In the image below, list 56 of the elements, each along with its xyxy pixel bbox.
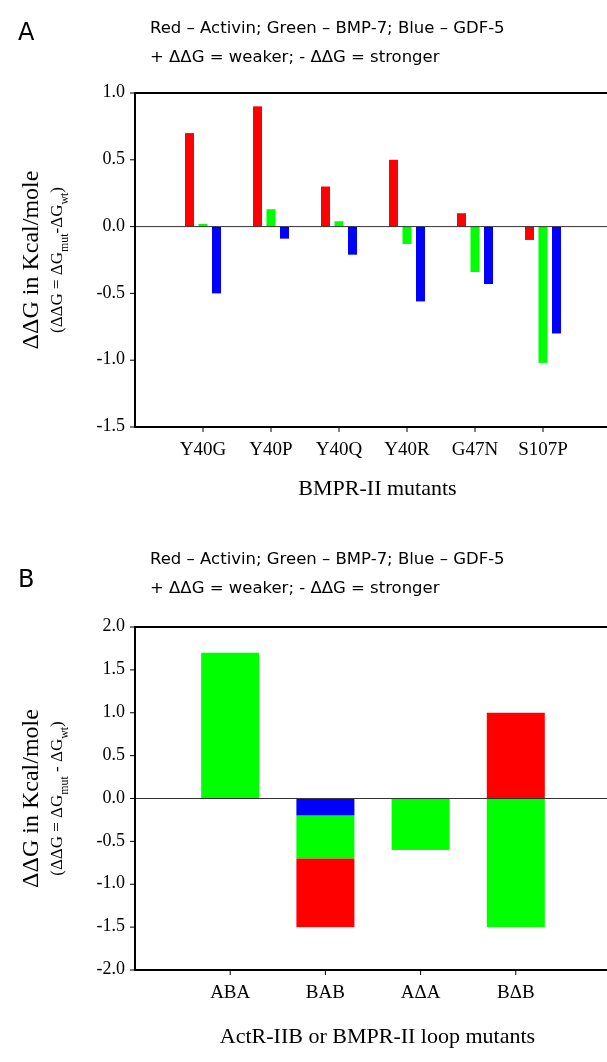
y-tick-label: 0.5 — [102, 743, 125, 764]
y-tick-label: -0.5 — [96, 829, 125, 850]
chart-title: Red – Activin; Green – BMP-7; Blue – GDF-5 — [150, 17, 505, 37]
y-tick-label: 1.0 — [102, 700, 125, 721]
bar — [201, 652, 260, 799]
x-axis-title: ActR-IIB or BMPR-II loop mutants — [219, 1023, 536, 1048]
bar — [280, 226, 289, 239]
bar — [538, 226, 548, 363]
bar — [486, 798, 545, 928]
bar — [296, 798, 355, 816]
bar — [253, 106, 262, 227]
chart-subtitle: + ΔΔG = weaker; - ΔΔG = stronger — [150, 577, 440, 597]
x-tick-label: Y40R — [384, 438, 431, 459]
y-tick-label: -2.0 — [96, 958, 125, 979]
bar — [552, 226, 561, 334]
y-tick-label: -1.0 — [96, 872, 125, 893]
x-tick-label: Y40P — [249, 438, 293, 459]
text: A — [18, 18, 35, 46]
y-tick-label: 0.5 — [102, 147, 125, 168]
y-tick-label: 1.0 — [102, 81, 125, 102]
x-tick-label: G47N — [451, 438, 499, 459]
y-tick-label: 2.0 — [102, 615, 125, 636]
bar — [296, 815, 355, 859]
bar — [416, 226, 425, 302]
bar — [185, 133, 194, 227]
x-tick-label: S107P — [518, 438, 568, 459]
chart-subtitle: + ΔΔG = weaker; - ΔΔG = stronger — [150, 46, 440, 66]
bar — [486, 712, 545, 799]
x-tick-label: Y40G — [179, 438, 227, 459]
bar — [525, 226, 534, 240]
text: B — [18, 565, 35, 593]
y-tick-label: -1.5 — [96, 915, 125, 936]
x-tick-label: BΔB — [497, 981, 535, 1002]
bar — [470, 226, 480, 273]
y-tick-label: 0.0 — [102, 214, 125, 235]
x-tick-label: ABA — [210, 981, 251, 1002]
x-tick-label: Y40Q — [315, 438, 363, 459]
y-tick-label: -0.5 — [96, 281, 125, 302]
chart-title: Red – Activin; Green – BMP-7; Blue – GDF-5 — [150, 548, 505, 568]
bar — [402, 226, 412, 244]
y-tick-label: -1.5 — [96, 415, 125, 436]
bar — [484, 226, 493, 285]
bar — [457, 213, 466, 227]
x-tick-label: AΔA — [400, 981, 441, 1002]
x-tick-label: BAB — [305, 981, 345, 1002]
x-axis-title: BMPR-II mutants — [298, 475, 457, 500]
bar — [389, 159, 398, 227]
y-tick-label: 1.5 — [102, 658, 125, 678]
bar — [266, 209, 276, 227]
bar — [296, 858, 355, 928]
bar — [348, 226, 357, 255]
bar — [391, 798, 450, 850]
y-tick-label: -1.0 — [96, 348, 125, 369]
y-tick-label: 0.0 — [102, 786, 125, 807]
bar — [321, 186, 330, 227]
bar — [212, 226, 221, 294]
